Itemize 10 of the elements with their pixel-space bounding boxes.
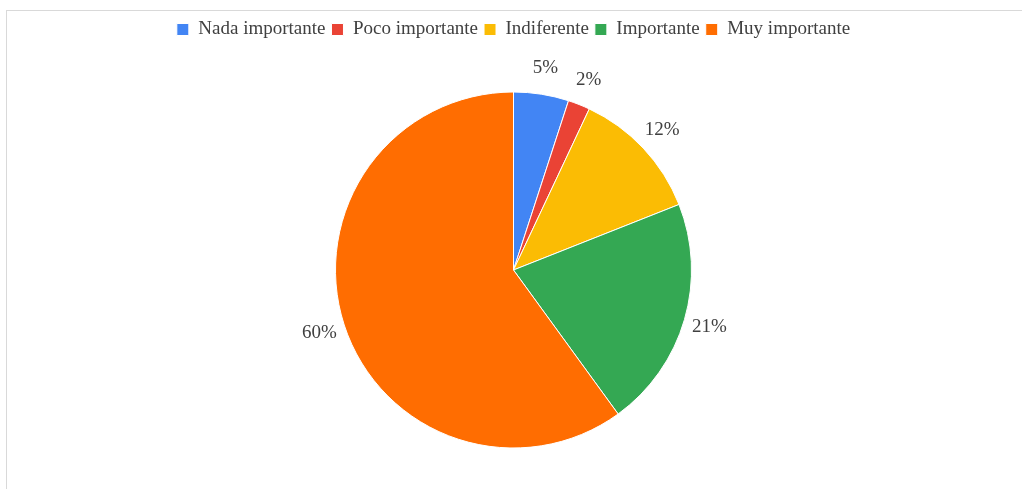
legend-label: Indiferente [505,17,589,39]
legend-label: Poco importante [352,17,479,39]
data-label: 5% [532,56,559,78]
data-label: 21% [691,314,727,336]
data-label: 60% [302,321,338,343]
data-label: 2% [575,68,602,90]
legend-label: Importante [616,17,700,39]
legend-label: Muy importante [727,17,851,39]
data-label: 12% [644,118,680,140]
legend-label: Nada importante [198,17,326,39]
